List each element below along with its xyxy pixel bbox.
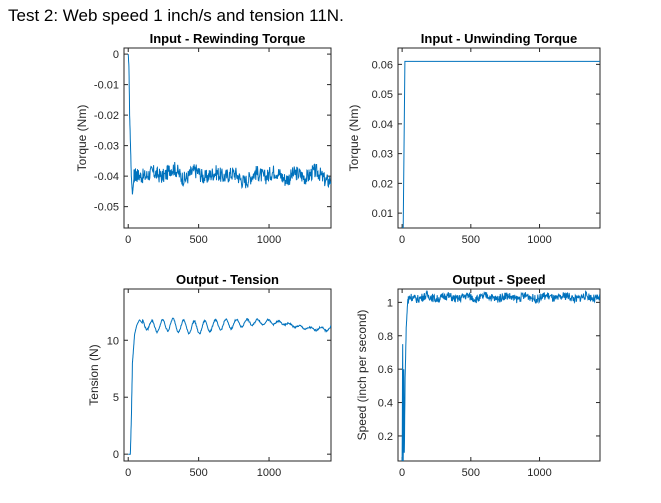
chart-rewinding-torque: Input - Rewinding Torque Torque (Nm) 0 500 1…	[75, 31, 332, 246]
y-tick-label: -0.04	[94, 171, 119, 183]
y-tick-label: 0.2	[378, 431, 393, 443]
chart-title: Output - Tension	[176, 272, 279, 287]
series-line	[127, 54, 331, 195]
plot-area	[397, 288, 601, 462]
y-tick-label: 5	[113, 392, 119, 404]
x-tick-label: 1000	[527, 467, 551, 479]
y-tick-label: 0.4	[378, 398, 393, 410]
x-tick-label: 1000	[257, 234, 281, 246]
y-axis-label: Tension (N)	[87, 344, 101, 405]
chart-output-tension: Output - Tension Tension (N) 0 500 1000 0 5 10	[87, 272, 332, 479]
y-axis-label: Torque (Nm)	[75, 105, 89, 172]
y-tick-label: 1	[387, 297, 393, 309]
y-tick-label: -0.03	[94, 141, 119, 153]
y-tick-label: 0	[113, 449, 119, 461]
x-tick-label: 500	[462, 234, 480, 246]
x-tick-label: 500	[189, 234, 207, 246]
x-tick-label: 0	[125, 467, 131, 479]
y-tick-label: 0.8	[378, 331, 393, 343]
y-tick-label: -0.02	[94, 110, 119, 122]
y-axis-label: Speed (inch per second)	[355, 310, 369, 441]
series-line	[402, 60, 600, 228]
x-tick-label: 0	[399, 467, 405, 479]
chart-output-speed: Output - Speed Speed (inch per second) 0 50…	[355, 272, 601, 479]
y-tick-label: 0.04	[372, 119, 393, 131]
y-tick-label: 10	[107, 335, 119, 347]
y-tick-label: 0.05	[372, 89, 393, 101]
page-title: Test 2: Web speed 1 inch/s and tension 1…	[8, 6, 344, 25]
y-tick-label: -0.05	[94, 202, 119, 214]
x-tick-label: 500	[189, 467, 207, 479]
x-tick-label: 0	[399, 234, 405, 246]
plot-area	[397, 47, 601, 229]
y-tick-label: 0.6	[378, 364, 393, 376]
chart-title: Input - Unwinding Torque	[421, 31, 577, 46]
x-tick-label: 0	[125, 234, 131, 246]
y-tick-label: 0	[113, 49, 119, 61]
y-axis-label: Torque (Nm)	[347, 105, 361, 172]
y-tick-label: 0.06	[372, 59, 393, 71]
x-tick-label: 1000	[527, 234, 551, 246]
y-tick-label: 0.02	[372, 178, 393, 190]
plot-area	[123, 47, 332, 229]
x-tick-label: 1000	[257, 467, 281, 479]
y-tick-label: 0.01	[372, 208, 393, 220]
chart-unwinding-torque: Input - Unwinding Torque Torque (Nm) 0 500 1…	[347, 31, 601, 246]
y-tick-label: 0.03	[372, 149, 393, 161]
series-line	[128, 317, 331, 455]
y-tick-label: -0.01	[94, 80, 119, 92]
chart-title: Output - Speed	[452, 272, 545, 287]
series-line	[401, 289, 600, 461]
chart-title: Input - Rewinding Torque	[150, 31, 306, 46]
x-tick-label: 500	[462, 467, 480, 479]
plot-area	[123, 288, 332, 462]
